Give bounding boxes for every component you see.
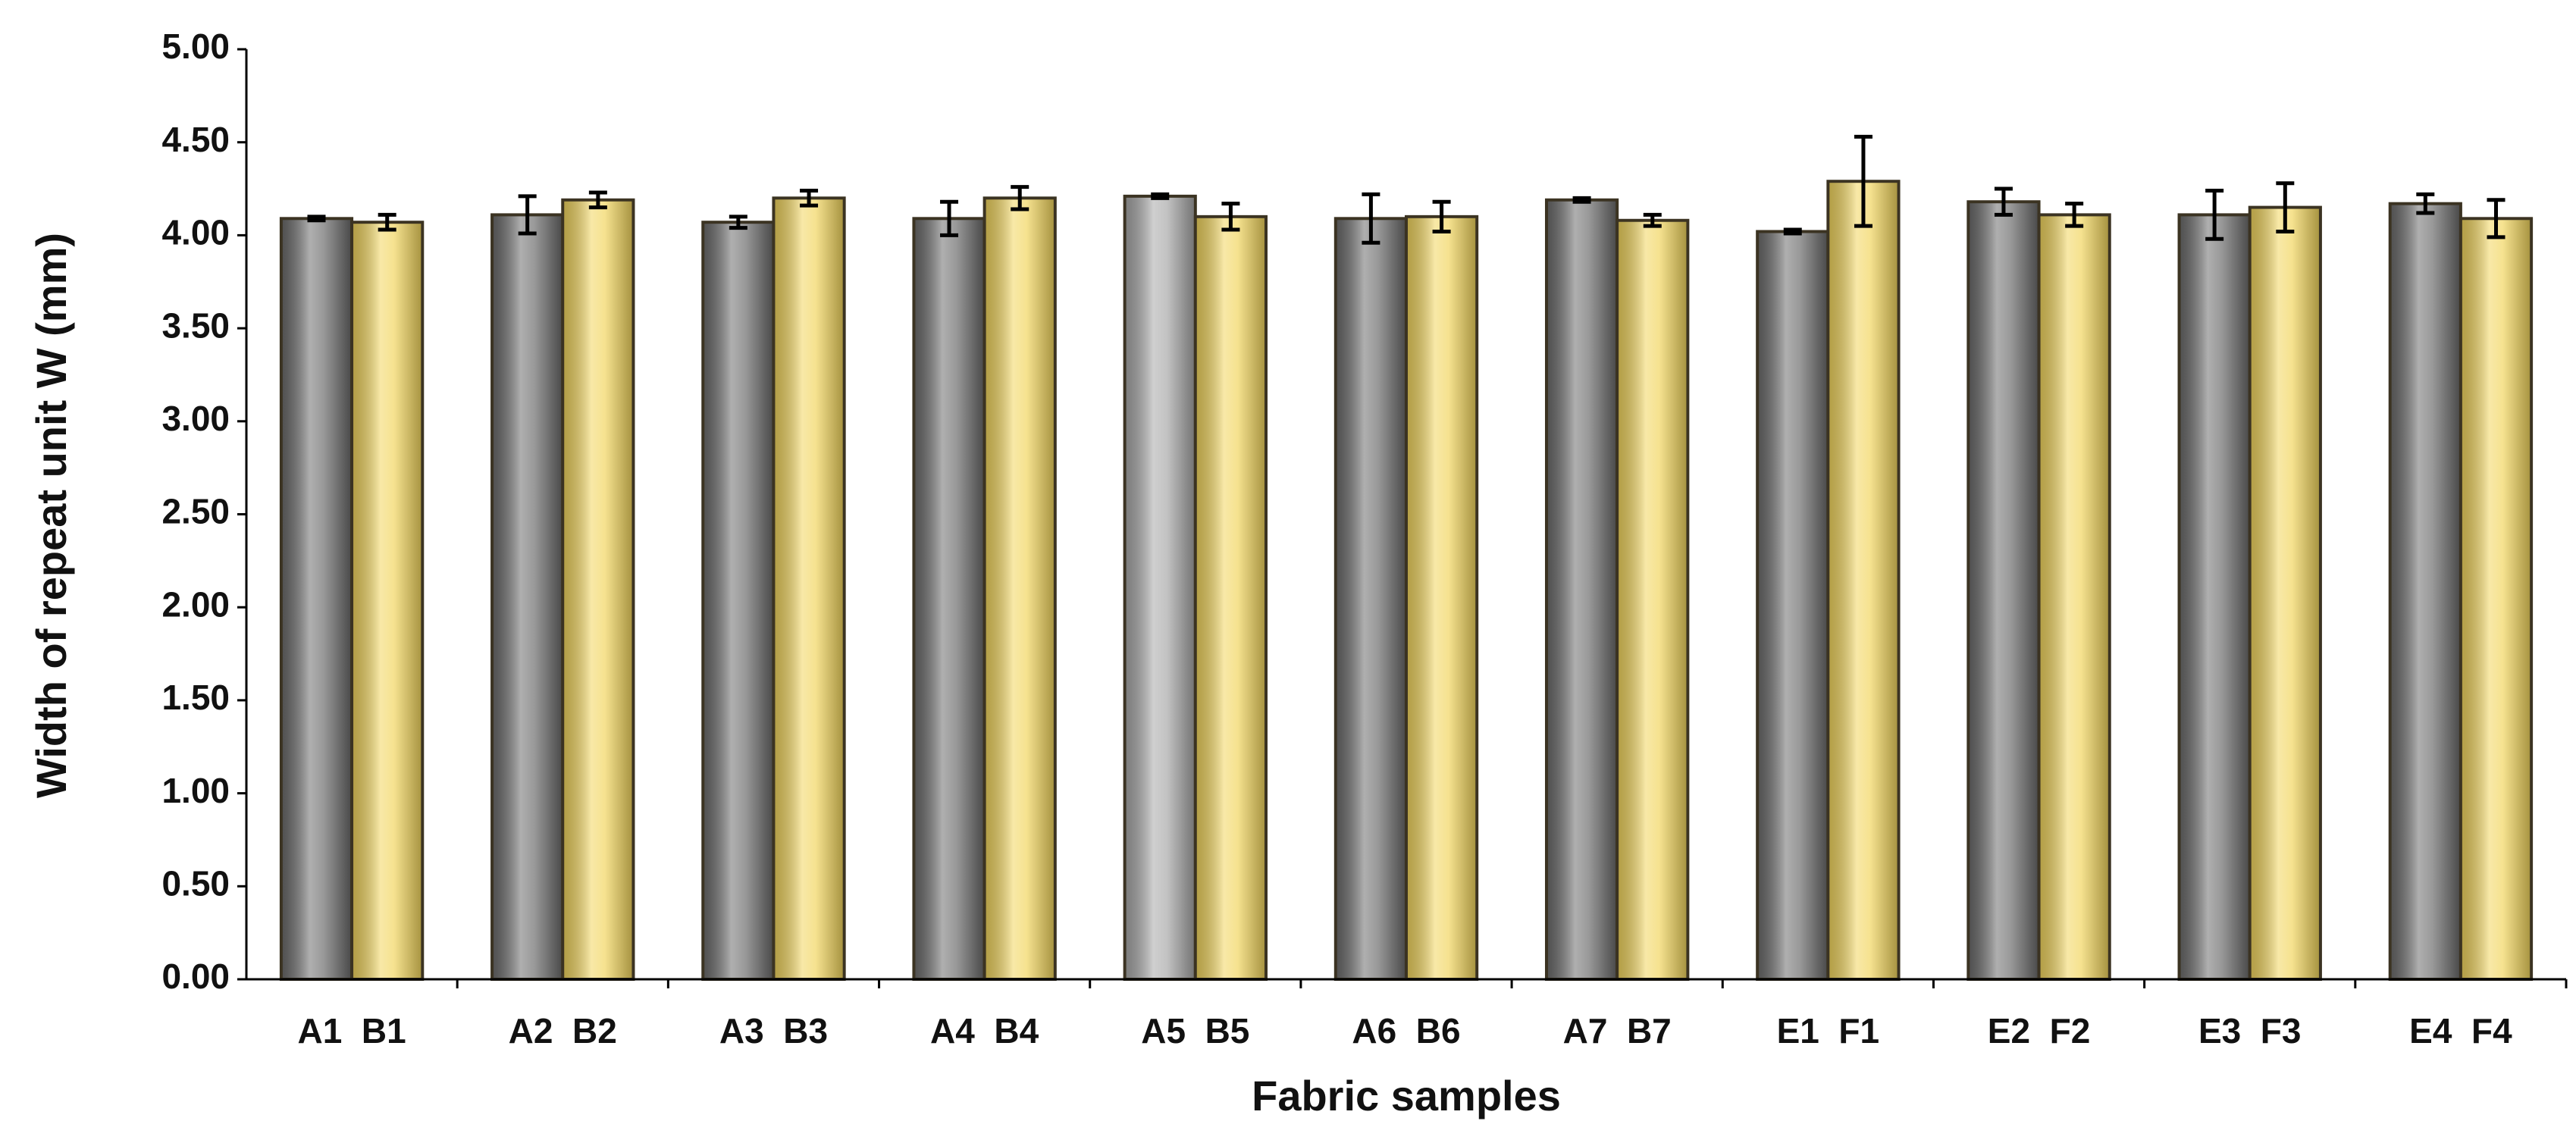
y-tick-label: 3.00 — [161, 399, 230, 438]
bar-shine — [1408, 218, 1476, 978]
bar-shine — [2391, 205, 2459, 978]
bar-shine — [1829, 183, 1898, 978]
error-bar — [1643, 212, 1662, 228]
bar-shine — [1619, 221, 1687, 978]
error-bar — [1783, 227, 1802, 236]
error-bar — [1362, 192, 1380, 245]
x-tick-label: E4 F4 — [2409, 1011, 2512, 1051]
bar-shine — [1547, 201, 1616, 979]
bar-shine — [704, 224, 772, 978]
x-tick-label: E3 F3 — [2198, 1011, 2302, 1051]
error-bar — [1011, 185, 1029, 211]
x-tick-label: A7 B7 — [1563, 1011, 1672, 1051]
error-bar — [940, 199, 959, 237]
error-bar — [2487, 198, 2505, 240]
error-bar — [1221, 202, 1240, 232]
bar-shine — [986, 199, 1054, 978]
error-bar — [1432, 199, 1451, 233]
bar-shine — [2251, 208, 2319, 979]
bar-shine — [1126, 197, 1194, 979]
bar-shine — [1970, 203, 2038, 978]
error-bar — [2205, 189, 2224, 241]
error-bar — [1572, 196, 1591, 204]
bar-shine — [282, 220, 351, 979]
y-tick-label: 4.50 — [161, 120, 230, 159]
bar-shine — [1337, 220, 1405, 979]
bar-shine — [564, 201, 632, 979]
error-bar — [1854, 134, 1872, 228]
error-bar — [1994, 186, 2013, 217]
x-tick-label: A1 B1 — [298, 1011, 406, 1051]
error-bar — [729, 215, 747, 230]
x-tick-label: A2 B2 — [509, 1011, 617, 1051]
error-bar — [1151, 192, 1170, 200]
error-bar — [307, 215, 326, 223]
error-bar — [2276, 181, 2295, 233]
bar-shine — [494, 216, 562, 978]
x-axis-title: Fabric samples — [1252, 1072, 1561, 1120]
error-bar — [800, 189, 819, 208]
bar-shine — [1759, 233, 1827, 978]
bar-shine — [2180, 216, 2249, 978]
error-bar — [2065, 202, 2084, 228]
error-bar — [588, 190, 607, 210]
bar-shine — [2040, 216, 2108, 978]
error-bar — [378, 212, 396, 232]
x-tick-label: A4 B4 — [930, 1011, 1039, 1051]
bar-shine — [2462, 220, 2531, 979]
y-tick-label: 1.00 — [161, 771, 230, 810]
y-tick-label: 1.50 — [161, 678, 230, 717]
bar-shine — [915, 220, 983, 979]
x-tick-label: A5 B5 — [1141, 1011, 1249, 1051]
y-tick-label: 2.00 — [161, 584, 230, 624]
x-tick-label: A6 B6 — [1352, 1011, 1460, 1051]
bar-shine — [353, 224, 421, 978]
error-bar — [518, 194, 537, 236]
x-tick-label: E1 F1 — [1777, 1011, 1880, 1051]
y-tick-label: 2.50 — [161, 492, 230, 531]
x-tick-label: E2 F2 — [1988, 1011, 2091, 1051]
bar-shine — [1196, 218, 1265, 978]
y-axis-title: Width of repeat unit W (mm) — [27, 233, 75, 798]
y-tick-label: 0.00 — [161, 957, 230, 996]
x-tick-label: A3 B3 — [719, 1011, 828, 1051]
y-tick-label: 5.00 — [161, 27, 230, 66]
y-tick-label: 4.00 — [161, 213, 230, 252]
error-bar — [2416, 192, 2435, 215]
y-tick-label: 0.50 — [161, 863, 230, 903]
y-tick-label: 3.50 — [161, 305, 230, 345]
bar-shine — [775, 199, 843, 978]
